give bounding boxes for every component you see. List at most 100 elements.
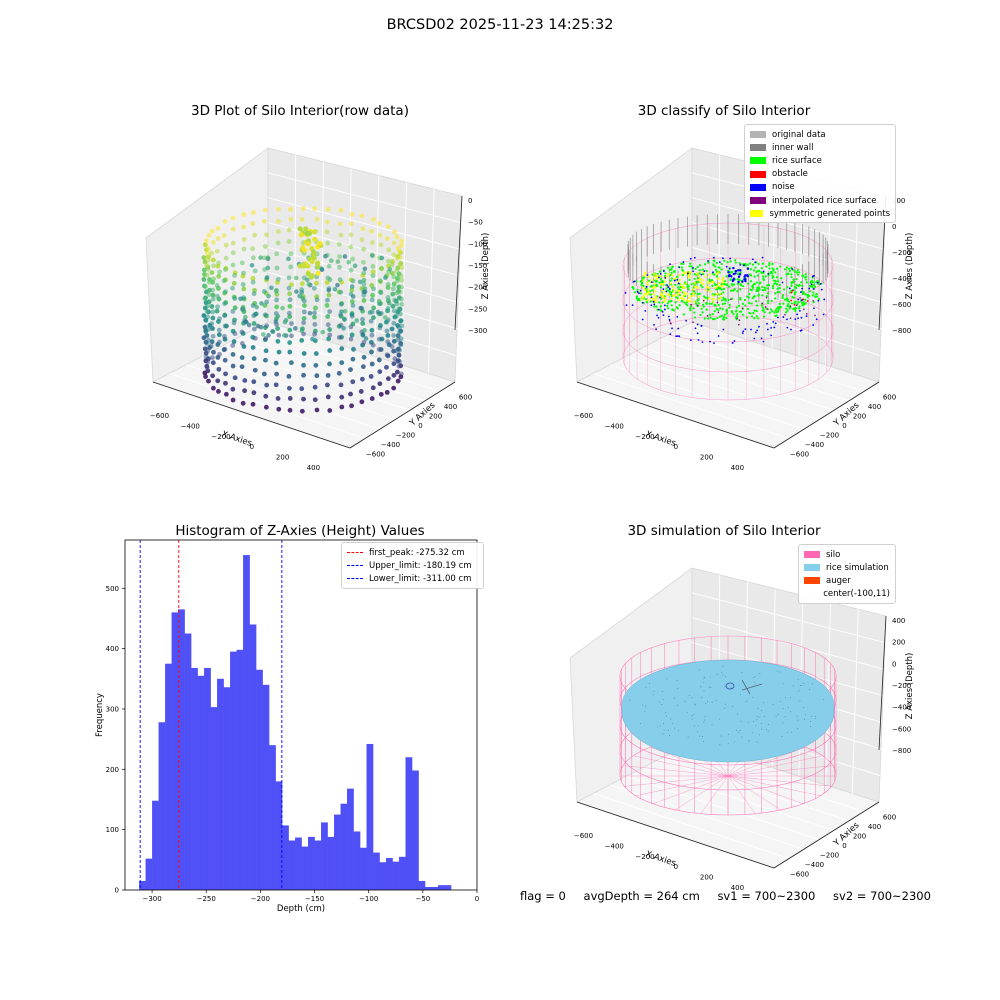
data-point bbox=[370, 385, 376, 391]
noise-point bbox=[692, 270, 694, 273]
rice-surface-point bbox=[736, 282, 740, 286]
legend-label: original data bbox=[772, 129, 826, 140]
rice-surface-point bbox=[756, 270, 759, 273]
noise-point bbox=[741, 280, 744, 283]
rice-surface-point bbox=[766, 292, 769, 295]
noise-point bbox=[774, 322, 777, 325]
data-point bbox=[230, 285, 235, 291]
rice-surface-point bbox=[715, 307, 718, 310]
sv1-text: sv1 = 700~2300 bbox=[717, 889, 816, 903]
histogram-bar bbox=[412, 770, 419, 890]
data-point bbox=[274, 265, 280, 271]
simulation-legend: silo rice simulation auger center(-100,1… bbox=[798, 544, 896, 604]
data-point bbox=[394, 301, 400, 307]
rice-surface-point bbox=[668, 290, 671, 293]
data-point bbox=[348, 367, 353, 373]
mesh-dot bbox=[758, 716, 760, 718]
data-point bbox=[349, 212, 355, 217]
mesh-dot bbox=[686, 711, 688, 713]
classify-3d-plot-title: 3D classify of Silo Interior bbox=[637, 103, 811, 119]
y-tick-label: −600 bbox=[366, 450, 385, 458]
noise-point bbox=[652, 300, 655, 303]
mesh-dot bbox=[689, 694, 691, 696]
interpolated-point bbox=[801, 298, 804, 301]
data-point bbox=[214, 283, 220, 288]
rice-surface-point bbox=[716, 316, 719, 320]
data-point bbox=[210, 292, 216, 298]
data-point bbox=[312, 321, 318, 327]
rice-surface-point bbox=[712, 264, 715, 267]
data-point bbox=[337, 254, 343, 259]
rice-surface-point bbox=[782, 302, 785, 305]
mesh-dot bbox=[724, 686, 726, 688]
data-point bbox=[286, 239, 292, 244]
y-tick-label: −200 bbox=[820, 431, 839, 439]
y-tick-label: −600 bbox=[790, 450, 809, 458]
rice-surface-point bbox=[666, 266, 670, 269]
rice-surface-point bbox=[720, 268, 723, 271]
interpolated-point bbox=[741, 307, 744, 310]
data-point bbox=[332, 286, 338, 292]
rice-surface-point bbox=[802, 304, 805, 307]
rice-surface-point bbox=[710, 279, 714, 282]
mesh-dot bbox=[703, 677, 705, 679]
data-point bbox=[371, 286, 376, 292]
rice-surface-point bbox=[705, 302, 708, 306]
data-point bbox=[337, 221, 343, 227]
noise-point bbox=[800, 291, 802, 293]
noise-point bbox=[744, 328, 747, 331]
z-tick-label: 0 bbox=[892, 660, 896, 668]
data-point bbox=[232, 296, 238, 302]
y-tick-label: 200 bbox=[853, 413, 866, 421]
rice-surface-point bbox=[752, 295, 755, 298]
rice-surface-point bbox=[675, 291, 678, 294]
data-point bbox=[324, 303, 330, 308]
symmetric-point bbox=[691, 288, 695, 291]
rice-surface-point bbox=[645, 300, 649, 304]
symmetric-point bbox=[685, 271, 688, 275]
interpolated-point bbox=[717, 311, 720, 314]
data-point bbox=[377, 325, 383, 331]
symmetric-point bbox=[667, 273, 670, 276]
symmetric-point bbox=[652, 297, 655, 300]
data-point bbox=[230, 226, 236, 232]
rice-surface-point bbox=[696, 292, 699, 296]
x-tick-label: −200 bbox=[635, 433, 654, 441]
rice-surface-point bbox=[676, 296, 679, 300]
data-point bbox=[376, 298, 382, 304]
rice-surface-point bbox=[777, 280, 780, 283]
symmetric-point bbox=[709, 290, 712, 293]
data-point bbox=[276, 349, 282, 355]
histogram-bar bbox=[262, 684, 270, 890]
rice-surface-point bbox=[705, 269, 708, 273]
data-point bbox=[398, 311, 403, 317]
rice-surface-point bbox=[780, 277, 783, 280]
legend-item: rice simulation bbox=[804, 561, 890, 574]
rice-surface-point bbox=[693, 273, 696, 276]
noise-point bbox=[762, 340, 765, 343]
data-point bbox=[376, 347, 382, 352]
data-point bbox=[289, 282, 294, 288]
data-point bbox=[287, 349, 293, 355]
mesh-dot bbox=[691, 718, 693, 720]
mesh-dot bbox=[658, 701, 660, 703]
rice-surface-point bbox=[722, 318, 726, 321]
legend-line-first-peak bbox=[347, 552, 363, 554]
noise-point bbox=[794, 318, 797, 321]
rice-surface-point bbox=[728, 285, 731, 288]
rice-surface-point bbox=[762, 277, 765, 280]
z-tick-label: −800 bbox=[892, 747, 911, 755]
noise-point bbox=[659, 272, 662, 275]
data-point bbox=[275, 276, 281, 282]
noise-point bbox=[750, 328, 752, 331]
rice-surface-point bbox=[798, 271, 801, 274]
symmetric-point bbox=[697, 279, 700, 282]
legend-item: Lower_limit: -311.00 cm bbox=[347, 572, 478, 585]
rice-surface-point bbox=[775, 311, 779, 314]
data-point bbox=[307, 310, 313, 316]
data-point bbox=[377, 381, 383, 387]
noise-point bbox=[812, 288, 815, 290]
rice-surface-point bbox=[729, 289, 733, 292]
data-point bbox=[202, 370, 208, 376]
gridline bbox=[691, 592, 886, 644]
